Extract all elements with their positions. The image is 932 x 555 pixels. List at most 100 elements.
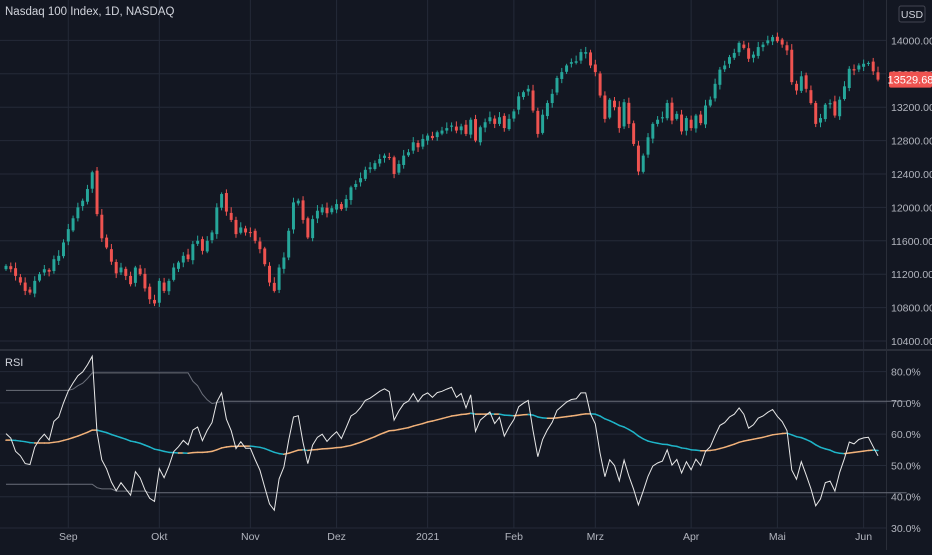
candle-body bbox=[714, 84, 717, 99]
candle-body bbox=[172, 268, 175, 280]
candle[interactable] bbox=[158, 278, 161, 307]
candle-body bbox=[843, 86, 846, 99]
candle[interactable] bbox=[292, 198, 295, 234]
candle-body bbox=[33, 281, 36, 294]
candle-body bbox=[694, 116, 697, 129]
candle-body bbox=[824, 105, 827, 119]
candle[interactable] bbox=[642, 153, 645, 173]
candle-body bbox=[76, 207, 79, 218]
last-price-text: 13529.68 bbox=[888, 75, 932, 87]
candle-body bbox=[565, 65, 568, 71]
candle[interactable] bbox=[623, 99, 626, 129]
candle[interactable] bbox=[848, 66, 851, 91]
rsi-indicator-title[interactable]: RSI bbox=[5, 357, 23, 369]
candle-body bbox=[234, 220, 237, 234]
candle[interactable] bbox=[306, 217, 309, 240]
candle[interactable] bbox=[589, 50, 592, 68]
candle-body bbox=[785, 45, 788, 50]
candle-body bbox=[867, 63, 870, 64]
candle-body bbox=[728, 57, 731, 64]
candle-body bbox=[278, 268, 281, 290]
candle-body bbox=[412, 142, 415, 150]
candle[interactable] bbox=[790, 44, 793, 85]
candle-body bbox=[833, 101, 836, 115]
candle-body bbox=[450, 126, 453, 127]
candle[interactable] bbox=[215, 203, 218, 239]
candle-body bbox=[579, 52, 582, 61]
candle-body bbox=[460, 126, 463, 130]
candle[interactable] bbox=[637, 141, 640, 175]
candle-body bbox=[249, 232, 252, 233]
candle-body bbox=[72, 218, 75, 230]
candle[interactable] bbox=[814, 101, 817, 127]
candle-body bbox=[853, 69, 856, 70]
candle-body bbox=[493, 119, 496, 124]
candle-body bbox=[177, 263, 180, 269]
candle-body bbox=[9, 266, 12, 269]
candle-body bbox=[484, 122, 487, 127]
time-tick-label: Dez bbox=[327, 531, 346, 543]
candle-body bbox=[445, 128, 448, 131]
currency-label: USD bbox=[901, 9, 924, 21]
candle[interactable] bbox=[603, 91, 606, 122]
candle-body bbox=[436, 132, 439, 137]
candle-body bbox=[24, 283, 27, 291]
candle-body bbox=[723, 65, 726, 69]
candle-body bbox=[637, 146, 640, 172]
candle[interactable] bbox=[632, 121, 635, 147]
candle-body bbox=[292, 202, 295, 229]
candle-body bbox=[771, 37, 774, 41]
candle-body bbox=[373, 163, 376, 169]
candle-body bbox=[560, 72, 563, 79]
candle-body bbox=[742, 45, 745, 48]
candle-body bbox=[599, 73, 602, 95]
candle-body bbox=[455, 127, 458, 131]
candle[interactable] bbox=[556, 76, 559, 95]
rsi-tick-label: 70.0% bbox=[891, 398, 921, 410]
time-tick-label: Sep bbox=[59, 531, 78, 543]
candle-body bbox=[196, 241, 199, 244]
candle-body bbox=[656, 120, 659, 124]
candle-body bbox=[129, 276, 132, 284]
candle-body bbox=[364, 170, 367, 179]
candle-body bbox=[733, 53, 736, 58]
price-tick-label: 11200.00 bbox=[891, 269, 932, 281]
candle-body bbox=[536, 111, 539, 134]
candle[interactable] bbox=[287, 228, 290, 260]
candle-body bbox=[345, 199, 348, 208]
candle[interactable] bbox=[278, 264, 281, 293]
candle-body bbox=[512, 111, 515, 118]
candle-body bbox=[766, 40, 769, 43]
candle[interactable] bbox=[608, 98, 611, 119]
candle-body bbox=[393, 157, 396, 174]
candle-body bbox=[143, 274, 146, 289]
candle[interactable] bbox=[536, 108, 539, 138]
candle-body bbox=[666, 103, 669, 118]
candle-body bbox=[752, 55, 755, 58]
candle-body bbox=[57, 256, 60, 261]
candle-body bbox=[326, 208, 329, 214]
candle[interactable] bbox=[599, 71, 602, 97]
candle-body bbox=[623, 102, 626, 126]
candle-body bbox=[632, 123, 635, 144]
candle-body bbox=[517, 96, 520, 109]
candle-body bbox=[661, 117, 664, 118]
candle-body bbox=[263, 248, 266, 264]
candle-body bbox=[690, 120, 693, 128]
currency-badge[interactable]: USD bbox=[899, 6, 925, 22]
candle-body bbox=[187, 254, 190, 259]
candle[interactable] bbox=[311, 215, 314, 241]
candle-body bbox=[469, 120, 472, 135]
candle-body bbox=[805, 75, 808, 89]
candle[interactable] bbox=[824, 103, 827, 122]
rsi-tick-label: 30.0% bbox=[891, 523, 921, 535]
candle[interactable] bbox=[220, 192, 223, 210]
candle-body bbox=[91, 172, 94, 188]
candle[interactable] bbox=[263, 247, 266, 267]
candle-body bbox=[589, 52, 592, 65]
candle-body bbox=[474, 119, 477, 141]
candle-body bbox=[268, 266, 271, 283]
candle[interactable] bbox=[96, 167, 99, 216]
